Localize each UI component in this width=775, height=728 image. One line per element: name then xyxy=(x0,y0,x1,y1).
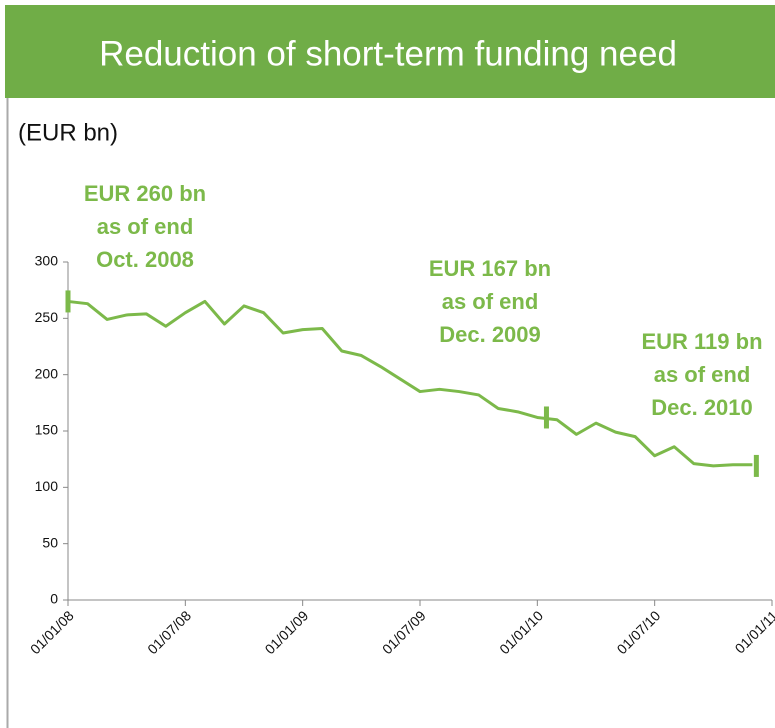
x-tick-label: 01/01/11 xyxy=(732,607,775,656)
annotation: Dec. 2010 xyxy=(651,395,753,420)
header-bar xyxy=(5,5,775,98)
y-tick-label: 200 xyxy=(35,365,59,381)
annotation: as of end xyxy=(654,362,751,387)
x-tick-label: 01/07/09 xyxy=(379,607,429,657)
x-tick-label: 01/01/10 xyxy=(496,607,546,657)
y-tick-label: 300 xyxy=(35,253,59,269)
x-tick-label: 01/07/08 xyxy=(144,607,194,657)
x-tick-label: 01/07/10 xyxy=(614,607,664,657)
annotation: Oct. 2008 xyxy=(96,247,194,272)
x-tick-label: 01/01/09 xyxy=(262,607,312,657)
x-tick-label: 01/01/08 xyxy=(27,607,77,657)
chart-title: Reduction of short-term funding need xyxy=(99,34,677,73)
y-tick-label: 250 xyxy=(35,309,59,325)
annotation: EUR 119 bn xyxy=(641,329,762,354)
annotation: EUR 260 bn xyxy=(84,181,206,206)
y-tick-label: 50 xyxy=(42,534,58,550)
unit-label: (EUR bn) xyxy=(18,119,118,146)
annotation: as of end xyxy=(97,214,194,239)
annotation: as of end xyxy=(442,289,539,314)
y-tick-label: 150 xyxy=(35,422,59,438)
y-tick-label: 100 xyxy=(35,478,59,494)
annotation: EUR 167 bn xyxy=(429,256,551,281)
annotation: Dec. 2009 xyxy=(439,322,541,347)
data-line xyxy=(67,299,753,468)
y-tick-label: 0 xyxy=(50,591,58,607)
